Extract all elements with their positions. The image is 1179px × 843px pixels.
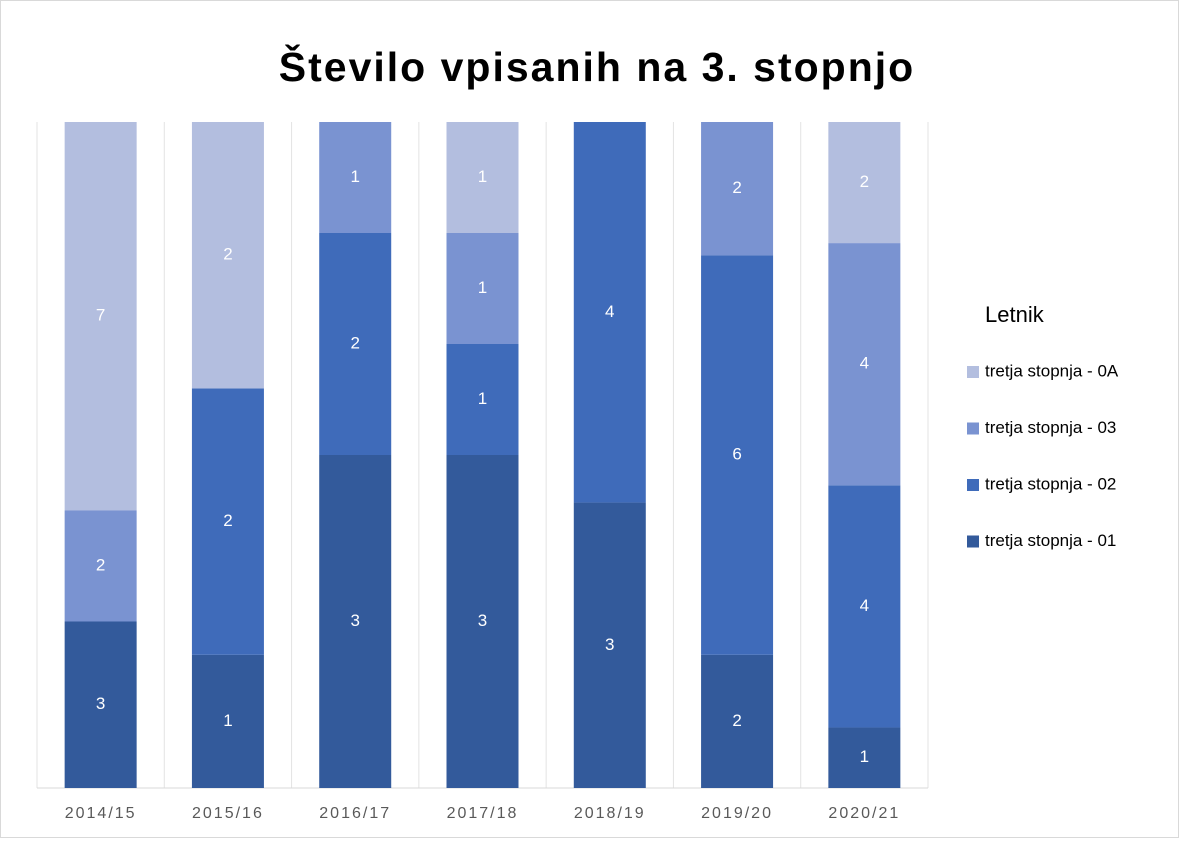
data-label: 2 — [223, 511, 232, 530]
legend-swatch — [967, 479, 979, 491]
data-label: 3 — [96, 694, 105, 713]
bar-segment — [191, 122, 264, 389]
data-label: 1 — [478, 167, 487, 186]
bar-segment — [701, 122, 774, 256]
bar-segment — [446, 233, 519, 344]
data-label: 2 — [732, 711, 741, 730]
data-label: 4 — [860, 596, 869, 615]
bar-segment — [319, 122, 392, 233]
data-label: 4 — [860, 354, 869, 373]
chart-title: Število vpisanih na 3. stopnjo — [279, 44, 915, 90]
bar-segment — [64, 621, 137, 788]
data-label: 2 — [860, 172, 869, 191]
bar-segment — [191, 654, 264, 788]
data-label: 7 — [96, 306, 105, 325]
bar-segment — [319, 455, 392, 788]
bar-segment — [191, 388, 264, 655]
bar-segment — [319, 233, 392, 455]
bar-segment — [828, 727, 901, 788]
bar-segment — [828, 243, 901, 486]
bar-segment — [446, 344, 519, 455]
bar-segment — [828, 122, 901, 244]
x-tick-label: 2018/19 — [574, 805, 646, 822]
data-label: 1 — [478, 389, 487, 408]
data-label: 2 — [732, 178, 741, 197]
data-label: 2 — [350, 333, 359, 352]
bar-segment — [573, 502, 646, 788]
bar-segment — [64, 510, 137, 622]
legend-swatch — [967, 535, 979, 548]
bar-segment — [446, 122, 519, 233]
bar-segment — [573, 122, 646, 503]
x-tick-label: 2020/21 — [828, 805, 900, 822]
legend-label: tretja stopnja - 03 — [985, 418, 1116, 437]
bar-segment — [828, 485, 901, 728]
data-label: 3 — [605, 635, 614, 654]
bar-segment — [446, 455, 519, 788]
bar-segment — [701, 654, 774, 788]
legend-swatch — [967, 366, 979, 378]
data-label: 1 — [350, 167, 359, 186]
legend-label: tretja stopnja - 02 — [985, 474, 1116, 493]
data-label: 2 — [96, 555, 105, 574]
legend-swatch — [967, 422, 979, 435]
x-tick-label: 2015/16 — [192, 805, 264, 822]
data-label: 3 — [478, 611, 487, 630]
x-tick-label: 2017/18 — [447, 805, 519, 822]
bar-segment — [701, 255, 774, 655]
x-tick-label: 2014/15 — [65, 805, 137, 822]
x-tick-label: 2019/20 — [701, 805, 773, 822]
legend-label: tretja stopnja - 01 — [985, 531, 1116, 550]
legend-title: Letnik — [985, 302, 1045, 327]
data-label: 2 — [223, 245, 232, 264]
x-tick-label: 2016/17 — [319, 805, 391, 822]
bar-segment — [64, 122, 137, 511]
data-label: 1 — [478, 278, 487, 297]
data-label: 3 — [350, 611, 359, 630]
legend-label: tretja stopnja - 0A — [985, 361, 1119, 380]
data-label: 1 — [860, 747, 869, 766]
data-label: 4 — [605, 302, 614, 321]
data-label: 1 — [223, 711, 232, 730]
data-label: 6 — [732, 444, 741, 463]
